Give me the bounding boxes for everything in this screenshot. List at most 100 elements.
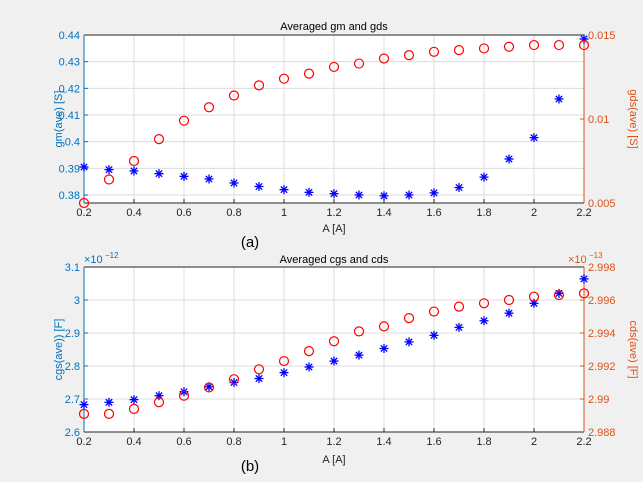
x-tick-label: 0.6 (176, 207, 191, 219)
x-tick-label: 1.8 (476, 207, 491, 219)
data-point-left (204, 382, 214, 392)
caption-a: (a) (241, 234, 259, 251)
y-left-tick-label: 2.9 (65, 328, 80, 340)
y-left-tick-label: 0.43 (59, 57, 80, 69)
data-point-left (354, 350, 364, 360)
data-point-left (454, 183, 464, 193)
data-point-left (254, 181, 264, 191)
x-tick-label: 0.4 (126, 207, 141, 219)
y-right-tick-label: 2.994 (588, 328, 616, 340)
y-right-tick-label: 2.992 (588, 361, 616, 373)
data-point-left (79, 162, 89, 172)
y-right-tick-label: 2.99 (588, 394, 609, 406)
data-point-right (553, 289, 565, 301)
data-point-right (278, 73, 290, 84)
x-tick-label: 1.2 (326, 207, 341, 219)
data-point-left (404, 337, 414, 347)
data-point-left (79, 400, 89, 410)
data-point-left (154, 169, 164, 179)
data-point-right (378, 53, 390, 64)
data-point-right (253, 80, 265, 91)
data-point-right (253, 364, 265, 375)
data-point-right (503, 41, 515, 52)
data-point-right (453, 45, 465, 56)
data-point-right (178, 115, 190, 126)
chart-gm-gds: 0.2 0.4 0.6 0.8 1 1.2 1.4 1.6 1.8 2 2.2 0.38 0.39 0.4… (53, 21, 639, 235)
data-point-left (504, 154, 514, 164)
data-point-right (453, 301, 465, 312)
data-point-right (278, 355, 290, 367)
data-point-right (503, 294, 515, 306)
y-left-exponent-power: −12 (105, 251, 119, 260)
x-tick-label: 0.4 (126, 436, 141, 448)
caption-b: (b) (241, 458, 259, 475)
y-right-axis-label: gds(ave) [S] (627, 89, 639, 148)
data-point-right (328, 61, 340, 73)
x-tick-label: 0.2 (76, 436, 91, 448)
data-point-right (553, 39, 565, 51)
data-point-right (128, 155, 140, 167)
data-point-left (329, 189, 339, 199)
x-tick-label: 1 (281, 436, 287, 448)
data-point-right (228, 374, 240, 385)
data-point-right (203, 102, 215, 113)
data-point-right (203, 382, 215, 393)
data-point-left (279, 185, 289, 195)
x-tick-label: 2 (531, 207, 537, 219)
y-right-exponent-power: −13 (589, 251, 603, 260)
data-point-left (404, 190, 414, 200)
y-left-tick-label: 0.44 (59, 30, 80, 42)
data-point-left (354, 190, 364, 200)
data-point-left (304, 187, 314, 197)
data-point-right (478, 298, 490, 309)
y-left-tick-label: 0.41 (59, 110, 80, 122)
data-point-right (78, 197, 90, 209)
y-left-tick-label: 0.38 (59, 190, 80, 202)
data-point-right (353, 326, 365, 337)
y-left-axis-label: gm(ave) [S] (53, 91, 65, 148)
x-tick-label: 0.8 (226, 207, 241, 219)
data-point-right (578, 39, 590, 51)
data-point-left (454, 322, 464, 332)
data-point-right (153, 397, 165, 408)
data-point-left (504, 308, 514, 318)
y-right-tick-label: 0.01 (588, 114, 609, 126)
data-point-right (228, 90, 240, 101)
data-point-left (304, 362, 314, 372)
x-tick-label: 1.6 (426, 207, 441, 219)
data-point-right (528, 39, 540, 51)
data-point-right (478, 43, 490, 54)
y-right-tick-label: 2.996 (588, 295, 616, 307)
data-point-right (403, 50, 415, 61)
data-point-left (429, 330, 439, 340)
y-left-tick-label: 0.42 (59, 83, 80, 95)
y-left-tick-label: 2.6 (65, 427, 80, 439)
x-tick-label: 0.8 (226, 436, 241, 448)
data-point-left (554, 94, 564, 104)
y-left-tick-label: 2.7 (65, 394, 80, 406)
chart-title: Averaged cgs and cds (280, 254, 389, 266)
y-left-tick-label: 0.39 (59, 163, 80, 175)
x-tick-label: 1.4 (376, 207, 391, 219)
y-left-tick-label: 2.8 (65, 361, 80, 373)
x-tick-label: 0.2 (76, 207, 91, 219)
data-point-left (379, 344, 389, 354)
x-axis-label: A [A] (322, 454, 345, 466)
data-point-left (129, 166, 139, 176)
y-left-tick-label: 3.1 (65, 262, 80, 274)
data-point-left (254, 374, 264, 384)
x-axis-label: A [A] (322, 223, 345, 235)
data-point-right (153, 134, 165, 145)
y-left-tick-label: 0.4 (65, 137, 80, 149)
x-tick-label: 1.6 (426, 436, 441, 448)
x-tick-label: 2 (531, 436, 537, 448)
data-point-right (178, 390, 190, 401)
y-left-axis-label: cgs(ave)) [F] (53, 319, 65, 381)
x-tick-label: 1 (281, 207, 287, 219)
data-point-right (328, 336, 340, 347)
data-point-right (578, 288, 590, 299)
data-point-right (428, 306, 440, 317)
data-point-right (428, 46, 440, 57)
chart-cgs-cds: 0.2 0.4 0.6 0.8 1 1.2 1.4 1.6 1.8 2 2.2 2.6 2.7 2.8 2.… (53, 251, 639, 466)
data-point-right (403, 313, 415, 324)
